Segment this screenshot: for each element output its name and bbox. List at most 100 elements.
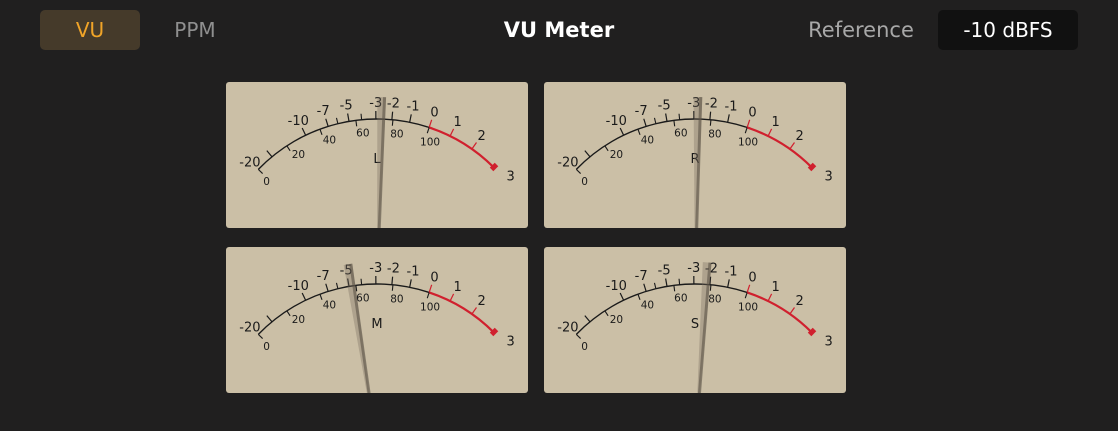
db-label: 0: [430, 270, 438, 285]
db-label: -1: [725, 100, 738, 115]
percent-label: 20: [610, 149, 623, 161]
percent-label: 0: [581, 341, 588, 353]
scale-tick: [709, 276, 712, 285]
scale-tick: [643, 283, 647, 292]
scale-tick: [584, 150, 591, 158]
percent-tick: [257, 333, 264, 339]
percent-tick: [319, 128, 323, 135]
scale-minor-tick: [360, 278, 363, 285]
db-label: -10: [606, 279, 627, 294]
db-label: -20: [239, 321, 260, 336]
percent-label: 100: [420, 302, 440, 314]
percent-label: 80: [708, 293, 721, 305]
scale-tick: [665, 278, 668, 287]
scale-minor-tick: [360, 113, 363, 120]
scale-tick: [665, 113, 668, 122]
db-label: -5: [658, 264, 671, 279]
percent-tick: [744, 292, 748, 299]
db-label: -20: [557, 321, 578, 336]
percent-label: 40: [641, 135, 654, 147]
db-label: -2: [705, 97, 718, 112]
scale-tick: [409, 114, 412, 123]
percent-label: 20: [292, 314, 305, 326]
percent-tick: [286, 310, 291, 317]
percent-tick: [604, 310, 609, 317]
scale-tick: [428, 284, 433, 293]
db-label: -2: [387, 262, 400, 277]
scale-tick: [301, 127, 307, 136]
percent-tick: [709, 119, 712, 126]
db-label: 2: [796, 129, 804, 144]
scale-tick: [391, 111, 394, 120]
db-label: -5: [340, 99, 353, 114]
db-label: 3: [506, 169, 514, 184]
scale-tick: [789, 307, 795, 315]
tab-vu[interactable]: VU: [40, 10, 140, 50]
vu-scale: -20-10-7-5-3-2-10123020406080100R: [557, 96, 833, 228]
percent-label: 40: [323, 300, 336, 312]
db-label: -20: [239, 156, 260, 171]
scale-arc: [257, 118, 430, 170]
scale-arc-red: [746, 291, 813, 334]
scale-end-mark: [489, 327, 499, 337]
percent-tick: [604, 145, 609, 152]
db-label: 3: [824, 169, 832, 184]
percent-label: 20: [610, 314, 623, 326]
db-label: -1: [407, 100, 420, 115]
scale-end-mark: [807, 327, 817, 337]
scale-tick: [347, 278, 350, 287]
percent-tick: [391, 119, 394, 126]
db-label: -3: [369, 261, 382, 276]
channel-label: S: [691, 317, 699, 332]
meter-r: -20-10-7-5-3-2-10123020406080100R: [544, 82, 846, 228]
scale-arc: [575, 283, 748, 335]
needle: [377, 97, 387, 228]
scale-arc: [575, 118, 748, 170]
db-label: -20: [557, 156, 578, 171]
scale-tick: [409, 279, 412, 288]
db-label: 3: [824, 334, 832, 349]
percent-tick: [709, 284, 712, 291]
meter-s: -20 -10 -7 -5 -3 -2 -1 0 1 2 3 0 20 40 60 80 100 S: [544, 247, 846, 393]
db-label: -7: [317, 269, 330, 284]
scale-end-mark: [807, 162, 817, 172]
scale-tick: [325, 118, 329, 127]
percent-label: 60: [356, 128, 369, 140]
scale-arc-red: [746, 126, 813, 169]
channel-label: R: [690, 152, 699, 167]
percent-tick: [673, 285, 676, 292]
db-label: -7: [317, 104, 330, 119]
needle: [697, 262, 712, 393]
db-label: -10: [288, 279, 309, 294]
percent-tick: [286, 145, 291, 152]
db-label: 1: [453, 280, 461, 295]
scale-minor-tick: [335, 282, 339, 289]
scale-minor-tick: [653, 282, 657, 289]
scale-tick: [619, 292, 625, 301]
percent-tick: [257, 168, 264, 174]
scale-tick: [391, 276, 394, 285]
db-label: -3: [369, 96, 382, 111]
percent-tick: [319, 293, 323, 300]
percent-label: 100: [738, 137, 758, 149]
scale-tick: [449, 128, 455, 137]
needle: [349, 263, 371, 393]
tab-ppm[interactable]: PPM: [174, 18, 216, 42]
db-label: -2: [387, 97, 400, 112]
scale-minor-tick: [653, 117, 657, 124]
percent-tick: [744, 127, 748, 134]
scale-minor-tick: [678, 113, 681, 120]
reference-dropdown[interactable]: -10 dBFS: [938, 10, 1078, 50]
db-label: -7: [635, 104, 648, 119]
db-label: -7: [635, 269, 648, 284]
scale-tick: [789, 142, 795, 150]
db-label: -3: [687, 96, 700, 111]
scale-tick: [709, 111, 712, 120]
db-label: 0: [748, 270, 756, 285]
scale-tick: [266, 150, 273, 158]
percent-label: 40: [641, 300, 654, 312]
db-label: 1: [771, 115, 779, 130]
